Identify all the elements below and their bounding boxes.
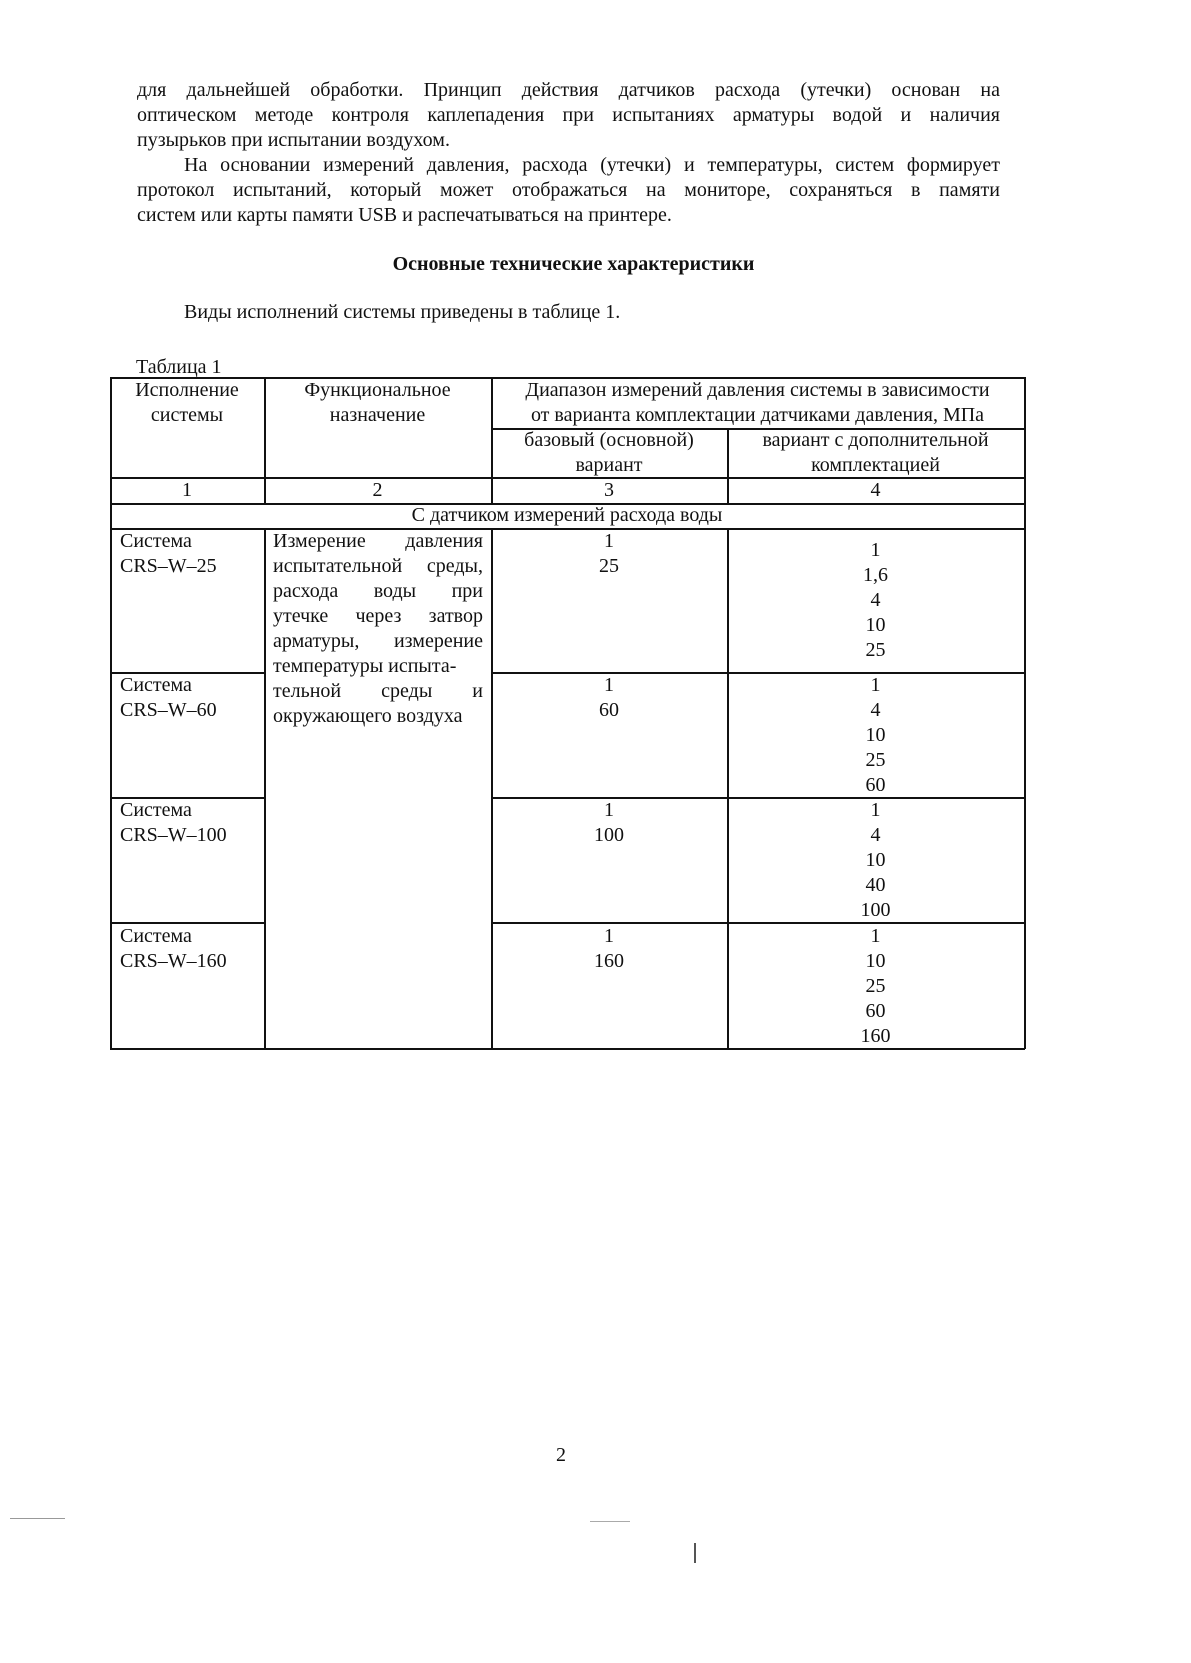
range-value: 10 bbox=[865, 724, 886, 746]
system-label: Система bbox=[120, 799, 192, 821]
header-line: Исполнение bbox=[135, 379, 239, 401]
system-cell: Система CRS–W–100 bbox=[120, 798, 227, 848]
section-title: Основные технические характеристики bbox=[392, 253, 755, 275]
intro-text: Виды исполнений системы приведены в табл… bbox=[184, 301, 621, 323]
extended-range-cell: 1 4 10 40 100 bbox=[727, 798, 1024, 923]
range-value: 1 bbox=[604, 925, 614, 947]
range-value: 25 bbox=[599, 555, 619, 577]
scan-artifact bbox=[694, 1543, 696, 1563]
range-value: 25 bbox=[865, 639, 886, 661]
function-cell: Измерение давления испытательной среды, … bbox=[273, 529, 483, 729]
system-cell: Система CRS–W–160 bbox=[120, 924, 227, 974]
header-line: от варианта комплектации датчиками давле… bbox=[530, 404, 985, 426]
text-line: протокол испытаний, который может отобра… bbox=[137, 179, 1000, 201]
text-line: пузырьков при испытании воздухом. bbox=[137, 129, 450, 151]
scan-artifact bbox=[590, 1521, 630, 1522]
range-value: 4 bbox=[870, 824, 881, 846]
scan-artifact bbox=[10, 1518, 65, 1519]
header-line: комплектацией bbox=[811, 454, 940, 476]
text-line: оптическом методе контроля каплепадения … bbox=[137, 104, 1000, 126]
header-function: Функциональное назначение bbox=[264, 378, 491, 428]
text-line: систем или карты памяти USB и распечатыв… bbox=[137, 204, 672, 226]
header-base: базовый (основной) вариант bbox=[491, 428, 727, 478]
system-model: CRS–W–60 bbox=[120, 699, 217, 721]
header-line: Диапазон измерений давления системы в за… bbox=[525, 379, 990, 401]
range-value: 1 bbox=[870, 799, 881, 821]
range-value: 1 bbox=[604, 530, 614, 552]
range-value: 160 bbox=[860, 1025, 891, 1047]
range-value: 40 bbox=[865, 874, 886, 896]
range-value: 160 bbox=[594, 950, 624, 972]
base-range-cell: 1 25 bbox=[491, 529, 727, 579]
column-number: 1 bbox=[182, 479, 192, 501]
range-value: 1,6 bbox=[863, 564, 888, 586]
system-label: Система bbox=[120, 925, 192, 947]
range-value: 100 bbox=[594, 824, 624, 846]
range-value: 100 bbox=[860, 899, 891, 921]
range-value: 1 bbox=[870, 674, 881, 696]
range-value: 10 bbox=[865, 950, 886, 972]
range-value: 10 bbox=[865, 849, 886, 871]
range-value: 60 bbox=[599, 699, 619, 721]
system-label: Система bbox=[120, 530, 192, 552]
header-system: Исполнение системы bbox=[110, 378, 264, 428]
header-line: Функциональное bbox=[304, 379, 451, 401]
system-model: CRS–W–25 bbox=[120, 555, 217, 577]
header-extended: вариант с дополнительной комплектацией bbox=[727, 428, 1024, 478]
range-value: 60 bbox=[865, 774, 886, 796]
base-range-cell: 1 160 bbox=[491, 924, 727, 974]
system-model: CRS–W–160 bbox=[120, 950, 227, 972]
system-label: Система bbox=[120, 674, 192, 696]
range-value: 10 bbox=[865, 614, 886, 636]
extended-range-cell: 1 10 25 60 160 bbox=[727, 924, 1024, 1049]
extended-range-cell: 1 1,6 4 10 25 bbox=[727, 538, 1024, 663]
function-line: окружающего воздуха bbox=[273, 705, 463, 727]
base-range-cell: 1 100 bbox=[491, 798, 727, 848]
function-line: температуры испыта- bbox=[273, 655, 457, 677]
range-value: 25 bbox=[865, 975, 886, 997]
column-number: 3 bbox=[604, 479, 614, 501]
range-value: 1 bbox=[604, 674, 614, 696]
range-value: 4 bbox=[870, 699, 881, 721]
column-number: 4 bbox=[870, 479, 881, 501]
function-line: арматуры, измерение bbox=[273, 630, 483, 652]
function-line: Измерение давления bbox=[273, 530, 483, 552]
system-cell: Система CRS–W–60 bbox=[120, 673, 217, 723]
header-line: базовый (основной) bbox=[524, 429, 694, 451]
extended-range-cell: 1 4 10 25 60 bbox=[727, 673, 1024, 798]
text-line: На основании измерений давления, расхода… bbox=[184, 154, 1000, 176]
base-range-cell: 1 60 bbox=[491, 673, 727, 723]
function-line: испытательной среды, bbox=[273, 555, 483, 577]
page-number: 2 bbox=[556, 1444, 566, 1466]
section-row: С датчиком измерений расхода воды bbox=[411, 504, 723, 526]
function-line: утечке через затвор bbox=[273, 605, 483, 627]
range-value: 60 bbox=[865, 1000, 886, 1022]
range-value: 1 bbox=[604, 799, 614, 821]
header-line: назначение bbox=[329, 404, 426, 426]
header-line: вариант bbox=[575, 454, 643, 476]
table-caption: Таблица 1 bbox=[136, 356, 222, 378]
range-value: 1 bbox=[870, 925, 881, 947]
header-line: вариант с дополнительной bbox=[762, 429, 989, 451]
column-number: 2 bbox=[372, 479, 383, 501]
header-range: Диапазон измерений давления системы в за… bbox=[491, 378, 1024, 428]
range-value: 25 bbox=[865, 749, 886, 771]
text-line: для дальнейшей обработки. Принцип действ… bbox=[137, 79, 1000, 101]
range-value: 1 bbox=[870, 539, 881, 561]
function-line: расхода воды при bbox=[273, 580, 483, 602]
header-line: системы bbox=[150, 404, 224, 426]
system-model: CRS–W–100 bbox=[120, 824, 227, 846]
function-line: тельной среды и bbox=[273, 680, 483, 702]
range-value: 4 bbox=[870, 589, 881, 611]
system-cell: Система CRS–W–25 bbox=[120, 529, 217, 579]
